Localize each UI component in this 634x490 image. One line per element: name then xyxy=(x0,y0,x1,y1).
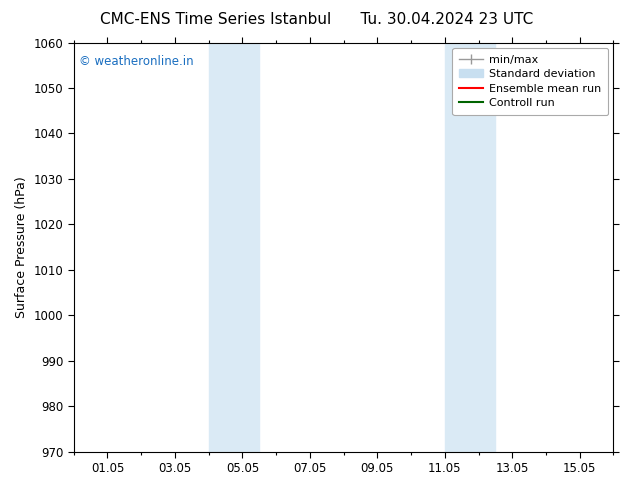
Bar xyxy=(445,43,495,452)
Y-axis label: Surface Pressure (hPa): Surface Pressure (hPa) xyxy=(15,176,28,318)
Bar xyxy=(209,43,259,452)
Text: © weatheronline.in: © weatheronline.in xyxy=(79,55,194,68)
Legend: min/max, Standard deviation, Ensemble mean run, Controll run: min/max, Standard deviation, Ensemble me… xyxy=(452,48,608,115)
Text: CMC-ENS Time Series Istanbul      Tu. 30.04.2024 23 UTC: CMC-ENS Time Series Istanbul Tu. 30.04.2… xyxy=(100,12,534,27)
